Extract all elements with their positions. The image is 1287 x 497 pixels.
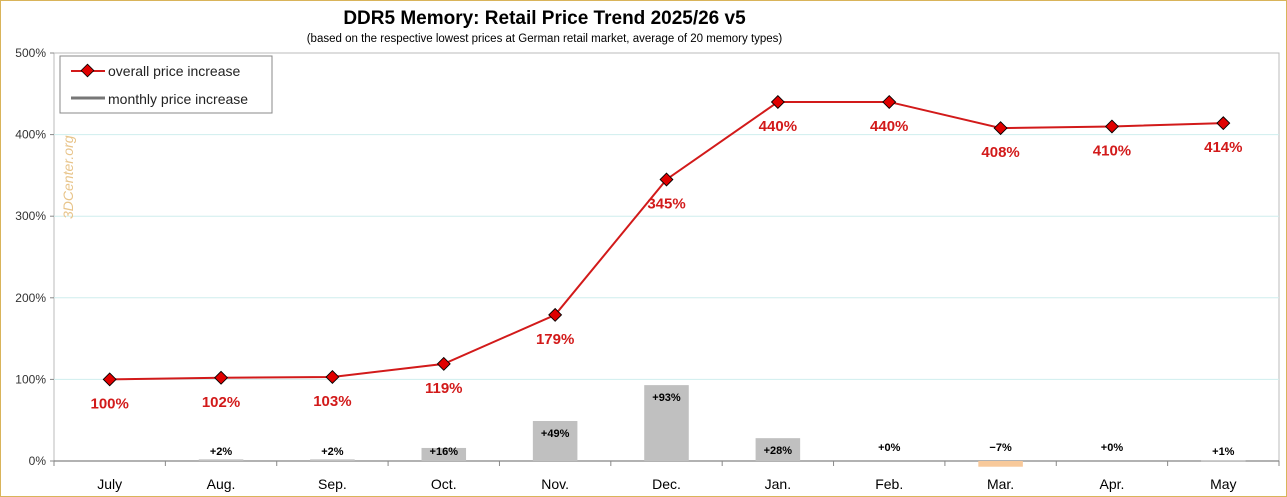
monthly-bar xyxy=(532,421,578,461)
overall-marker xyxy=(770,94,785,109)
monthly-bar-label: +0% xyxy=(1101,442,1124,454)
x-tick-label: Feb. xyxy=(875,476,903,492)
monthly-bar-label: +93% xyxy=(652,392,681,404)
monthly-bar-label: −7% xyxy=(989,442,1012,454)
chart-title: DDR5 Memory: Retail Price Trend 2025/26 … xyxy=(343,8,746,29)
overall-data-label: 103% xyxy=(313,393,351,410)
monthly-bar-label: +1% xyxy=(1212,446,1235,458)
x-tick-label: Jan. xyxy=(765,476,791,492)
overall-marker xyxy=(1104,119,1119,134)
x-tick-label: Aug. xyxy=(207,476,236,492)
monthly-bar-label: +49% xyxy=(541,428,570,440)
monthly-bar xyxy=(310,459,355,461)
monthly-bar xyxy=(1201,460,1246,462)
watermark-text: 3DCenter.org xyxy=(60,135,76,219)
overall-line xyxy=(109,100,1224,381)
monthly-bar xyxy=(978,461,1023,467)
overall-data-label: 408% xyxy=(981,144,1019,161)
y-tick-label: 500% xyxy=(15,46,46,60)
y-tick-label: 0% xyxy=(29,454,47,468)
overall-data-label: 119% xyxy=(425,380,463,397)
x-tick-label: Oct. xyxy=(431,476,457,492)
legend-marker-overall xyxy=(80,63,95,78)
data-labels: +2% +2% +16% +49% +93% +28% +0% −7% +0% +1% 100% 10… xyxy=(90,118,1242,458)
overall-data-label: 345% xyxy=(647,195,685,212)
legend: overall price increase monthly price inc… xyxy=(59,55,273,114)
monthly-bar xyxy=(421,447,467,461)
overall-data-label: 410% xyxy=(1093,142,1131,159)
overall-markers xyxy=(102,94,1231,387)
monthly-bar-label: +2% xyxy=(210,446,233,458)
legend-box xyxy=(59,55,273,114)
y-tick-label: 100% xyxy=(15,372,46,386)
y-tick-label: 200% xyxy=(15,291,46,305)
overall-marker xyxy=(214,370,229,385)
monthly-bar-label: +16% xyxy=(430,446,459,458)
legend-label-overall: overall price increase xyxy=(108,63,240,79)
y-tick-label: 400% xyxy=(15,128,46,142)
monthly-bar xyxy=(644,385,689,461)
overall-data-label: 179% xyxy=(536,331,574,348)
x-tick-label: Sep. xyxy=(318,476,347,492)
x-tick-label: May xyxy=(1210,476,1236,492)
overall-data-label: 100% xyxy=(90,395,128,412)
overall-data-label: 102% xyxy=(202,394,240,411)
overall-data-label: 440% xyxy=(870,118,908,135)
legend-label-monthly: monthly price increase xyxy=(108,91,248,107)
x-tick-label: July xyxy=(97,476,122,492)
overall-data-label: 414% xyxy=(1204,139,1242,156)
x-axis-ticks: July Aug. Sep. Oct. Nov. Dec. Jan. Feb. Mar. Apr.… xyxy=(53,461,1280,492)
overall-marker xyxy=(1216,116,1231,131)
monthly-bar xyxy=(755,438,801,461)
x-tick-label: Dec. xyxy=(652,476,681,492)
monthly-bar-label: +2% xyxy=(321,446,344,458)
overall-marker xyxy=(548,307,563,322)
x-tick-label: Mar. xyxy=(987,476,1014,492)
y-axis-ticks: 0% 100% 200% 300% 400% 500% xyxy=(15,46,46,468)
overall-marker xyxy=(993,121,1008,136)
overall-marker xyxy=(436,356,451,371)
overall-marker xyxy=(882,94,897,109)
chart-subtitle: (based on the respective lowest prices a… xyxy=(306,33,783,45)
overall-marker xyxy=(102,372,117,387)
overall-marker xyxy=(325,369,340,384)
monthly-bar xyxy=(198,459,244,461)
overall-data-label: 440% xyxy=(759,118,797,135)
overall-marker xyxy=(659,172,674,187)
monthly-bar-label: +0% xyxy=(878,442,901,454)
y-tick-label: 300% xyxy=(15,209,46,223)
x-tick-label: Apr. xyxy=(1100,476,1125,492)
monthly-bar-label: +28% xyxy=(764,445,793,457)
overall-line-path xyxy=(109,100,1224,381)
monthly-bars xyxy=(198,385,1246,467)
x-tick-label: Nov. xyxy=(541,476,569,492)
